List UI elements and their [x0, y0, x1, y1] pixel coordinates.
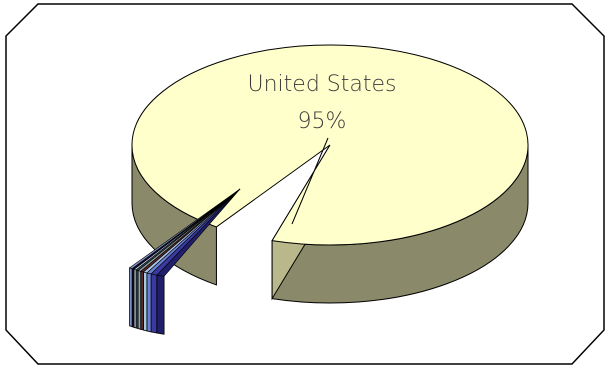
slice-top-10 — [128, 188, 241, 269]
slice-value-united-states: 95% — [298, 109, 347, 134]
pie-group — [128, 44, 529, 335]
slice-side-1 — [156, 274, 165, 335]
slice-side-5 — [140, 270, 144, 331]
label-leader-line — [291, 137, 329, 225]
slice-side-6 — [137, 269, 142, 330]
slice-side-3 — [146, 272, 152, 333]
slice-side-4 — [143, 271, 148, 332]
slice-top-united-states — [131, 44, 529, 246]
slice-side-2 — [150, 273, 158, 334]
slice-label-united-states: United States — [248, 72, 397, 97]
slice-side-10 — [129, 267, 133, 328]
